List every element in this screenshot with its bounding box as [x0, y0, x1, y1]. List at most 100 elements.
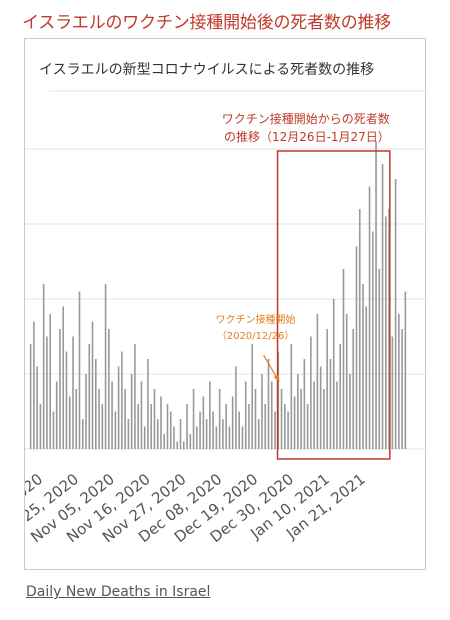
- bar: [205, 419, 208, 449]
- bar: [117, 366, 120, 449]
- bar: [169, 411, 172, 449]
- bar: [166, 404, 169, 449]
- bar: [241, 426, 244, 449]
- bar: [42, 284, 45, 449]
- bar: [290, 344, 293, 449]
- bar: [78, 291, 81, 449]
- bar: [231, 396, 234, 449]
- bar: [150, 404, 152, 449]
- bar: [339, 344, 341, 449]
- bar: [225, 404, 227, 449]
- bar: [244, 381, 247, 449]
- bar: [267, 359, 270, 449]
- bar: [345, 314, 348, 449]
- bar: [137, 404, 139, 449]
- bar: [362, 284, 364, 449]
- arrow-head: [273, 375, 280, 382]
- bar: [280, 389, 283, 449]
- bar: [287, 411, 289, 449]
- bar: [114, 411, 117, 449]
- bar: [235, 366, 237, 449]
- bar: [127, 419, 130, 449]
- bar: [342, 269, 345, 449]
- bar: [326, 329, 328, 449]
- bar: [147, 359, 149, 449]
- bar: [332, 299, 335, 449]
- bar: [274, 411, 276, 449]
- bar: [381, 164, 384, 449]
- bar: [33, 321, 35, 449]
- bar: [173, 426, 175, 449]
- bar: [196, 426, 198, 449]
- bar: [375, 141, 377, 449]
- bar: [404, 291, 407, 449]
- bar: [264, 404, 267, 449]
- bar: [293, 396, 296, 449]
- bar: [371, 231, 374, 449]
- bar: [130, 374, 133, 449]
- start-annotation-line: ワクチン接種開始: [216, 313, 296, 326]
- bar: [323, 389, 325, 449]
- bar: [319, 366, 322, 449]
- bar: [329, 359, 332, 449]
- bar: [254, 389, 257, 449]
- range-annotation-line: の推移（12月26日-1月27日）: [224, 130, 390, 144]
- bar: [297, 374, 299, 449]
- bar: [261, 374, 263, 449]
- bar: [95, 359, 97, 449]
- chart-frame: 2020 25, 2020 Nov 05, 2020 Nov 16, 2020 Nov …: [24, 38, 426, 570]
- source-link[interactable]: Daily New Deaths in Israel: [26, 584, 211, 600]
- page-headline: イスラエルのワクチン接種開始後の死者数の推移: [22, 13, 392, 33]
- bar: [352, 329, 355, 449]
- bar: [313, 381, 315, 449]
- bar: [202, 396, 205, 449]
- bar: [355, 246, 358, 449]
- bar: [222, 419, 224, 449]
- gridlines: [25, 90, 425, 450]
- bar: [365, 306, 368, 449]
- bar: [134, 344, 136, 449]
- bar: [186, 404, 188, 449]
- bar: [88, 344, 91, 449]
- highlight-box: [276, 150, 391, 460]
- bar: [228, 426, 231, 449]
- bar: [124, 389, 126, 449]
- bar: [310, 336, 312, 449]
- start-annotation-arrow: [263, 354, 279, 380]
- bar: [153, 389, 156, 449]
- bar: [212, 411, 214, 449]
- bar: [391, 336, 394, 449]
- bar: [189, 434, 192, 449]
- bar: [378, 269, 381, 449]
- bar: [55, 381, 58, 449]
- bar: [215, 426, 218, 449]
- start-annotation-line: （2020/12/26）: [217, 330, 295, 342]
- bar: [46, 336, 48, 449]
- bar: [68, 396, 71, 449]
- bar: [270, 381, 273, 449]
- bar: [160, 396, 162, 449]
- bar: [248, 404, 250, 449]
- bar: [257, 419, 260, 449]
- bar: [52, 411, 55, 449]
- bar: [140, 381, 143, 449]
- bar: [336, 381, 338, 449]
- bar: [29, 344, 32, 449]
- bar: [349, 374, 351, 449]
- bar: [300, 389, 302, 449]
- chart-title: イスラエルの新型コロナウイルスによる死者数の推移: [39, 62, 375, 78]
- bar: [218, 389, 221, 449]
- bar: [49, 314, 51, 449]
- range-annotation-line: ワクチン接種開始からの死者数: [222, 111, 390, 126]
- bar: [101, 404, 104, 449]
- bar: [39, 404, 42, 449]
- bar: [192, 389, 195, 449]
- bar: [303, 359, 306, 449]
- bar: [65, 351, 68, 449]
- bar: [182, 441, 185, 449]
- bar: [121, 351, 123, 449]
- bar: [75, 389, 78, 449]
- bar: [398, 314, 400, 449]
